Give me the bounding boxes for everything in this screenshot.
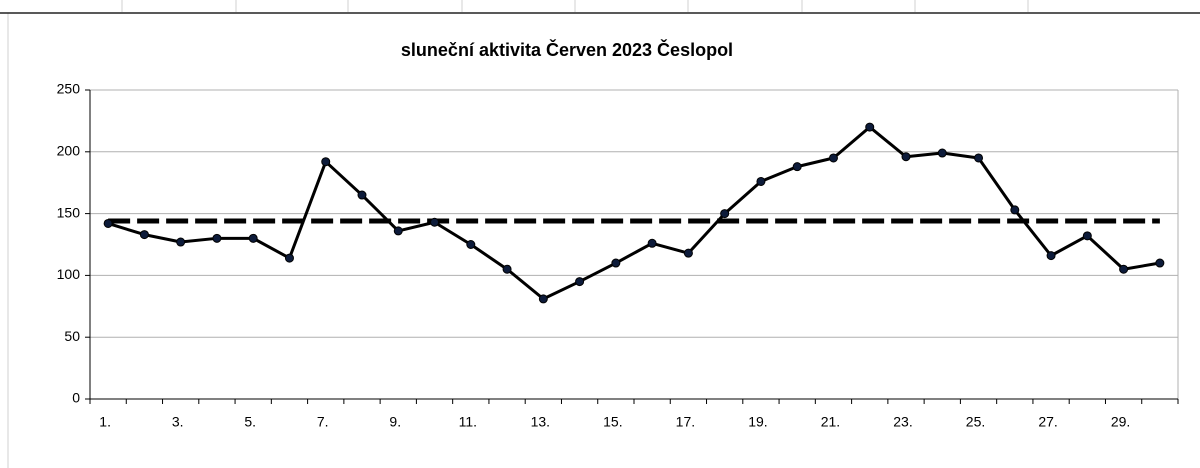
point — [575, 277, 585, 287]
point — [647, 238, 657, 248]
point — [756, 176, 766, 186]
series-line — [107, 125, 1161, 301]
chart-title: sluneční aktivita Červen 2023 Česlopol — [401, 39, 733, 60]
x-tick-label: 19. — [748, 414, 767, 430]
x-tick-label: 15. — [603, 414, 622, 430]
x-tick-label: 27. — [1038, 414, 1057, 430]
y-tick-label: 200 — [57, 143, 81, 159]
point — [1155, 258, 1165, 268]
point — [538, 294, 548, 304]
point — [212, 233, 222, 243]
x-tick-label: 17. — [676, 414, 695, 430]
point — [937, 148, 947, 158]
point — [1082, 231, 1092, 241]
point — [176, 237, 186, 247]
x-tick-label: 11. — [459, 414, 477, 430]
point — [284, 253, 294, 263]
point — [683, 248, 693, 258]
x-tick-label: 5. — [244, 414, 256, 430]
point — [720, 209, 730, 219]
y-tick-label: 250 — [57, 81, 81, 97]
x-tick-label: 3. — [172, 414, 184, 430]
point — [611, 258, 621, 268]
point — [792, 162, 802, 172]
point — [430, 217, 440, 227]
point — [1010, 205, 1020, 215]
point — [502, 264, 512, 274]
x-tick-label: 13. — [531, 414, 550, 430]
y-tick-label: 100 — [57, 266, 81, 282]
point — [321, 157, 331, 167]
x-tick-label: 29. — [1111, 414, 1130, 430]
point — [974, 153, 984, 163]
point — [248, 233, 258, 243]
point — [1046, 251, 1056, 261]
x-tick-label: 23. — [893, 414, 912, 430]
point — [139, 230, 149, 240]
x-tick-label: 1. — [99, 414, 111, 430]
point — [357, 190, 367, 200]
x-tick-label: 21. — [821, 414, 840, 430]
point — [1119, 264, 1129, 274]
point — [103, 218, 113, 228]
y-tick-label: 0 — [72, 390, 80, 406]
point — [901, 152, 911, 162]
y-tick-label: 150 — [57, 204, 81, 220]
x-tick-label: 7. — [317, 414, 329, 430]
point — [466, 240, 476, 249]
point — [828, 153, 838, 163]
x-tick-label: 25. — [966, 414, 985, 430]
point — [393, 226, 403, 236]
point — [865, 122, 875, 132]
y-tick-label: 50 — [64, 328, 80, 344]
sheet-frame — [7, 0, 1029, 468]
x-tick-label: 9. — [389, 414, 401, 430]
